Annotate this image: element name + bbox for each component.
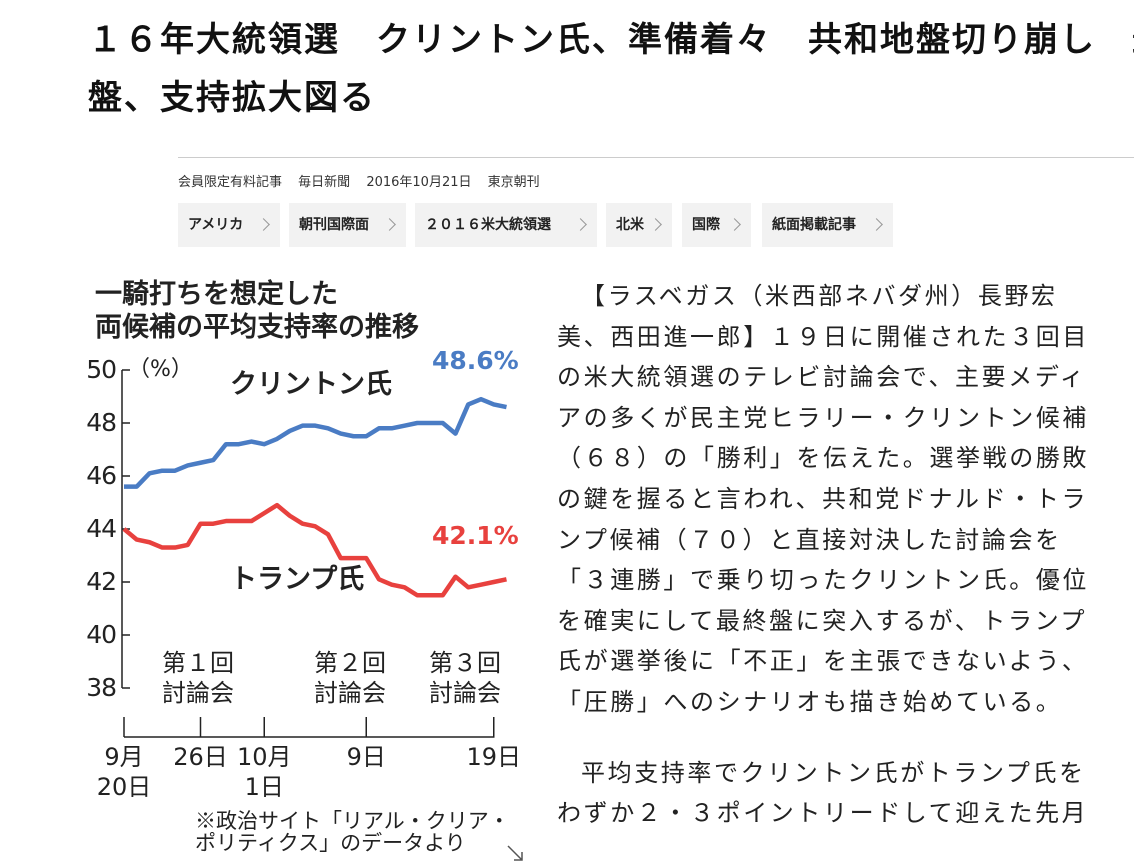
- meta-date: 2016年10月21日: [366, 175, 472, 190]
- x-tick-label: 26日: [173, 743, 228, 771]
- event-label: 第１回 討論会: [162, 649, 234, 707]
- x-tick-label: 19日: [466, 743, 522, 771]
- chevron-icon: [870, 218, 883, 231]
- y-tick-label: 44: [86, 514, 117, 543]
- tag[interactable]: 朝刊国際面: [289, 203, 406, 247]
- y-tick-label: 46: [86, 461, 117, 490]
- headline: １６年大統領選 クリントン氏、準備着々 共和地盤切り崩し 最: [88, 20, 1134, 60]
- paragraph: 平均支持率でクリントン氏がトランプ氏をわずか２・３ポイントリードして迎えた先月: [557, 758, 1089, 828]
- chart-title: 両候補の平均支持率の推移: [95, 312, 419, 343]
- series-line: [124, 396, 507, 489]
- series-name: クリントン氏: [230, 369, 392, 400]
- tag[interactable]: アメリカ: [178, 203, 280, 247]
- headline: 盤、支持拡大図る: [88, 78, 376, 118]
- meta-edition: 東京朝刊: [487, 175, 540, 190]
- value-label: 48.6%: [432, 346, 519, 375]
- event-label: 第２回 討論会: [314, 649, 386, 707]
- series-line: [122, 502, 507, 598]
- value-label: 42.1%: [432, 521, 519, 550]
- chart-note: ※政治サイト「リアル・クリア・ ポリティクス」のデータより: [195, 809, 510, 856]
- arrow-icon: [507, 845, 523, 861]
- tag[interactable]: ２０１６米大統領選: [415, 203, 597, 247]
- chevron-icon: [728, 218, 741, 231]
- y-tick-label: 40: [86, 620, 117, 649]
- article-body: 【ラスベガス（米西部ネバダ州）長野宏美、西田進一郎】１９日に開催された３回目の米…: [557, 276, 1097, 864]
- chart-title: 一騎打ちを想定した: [95, 279, 338, 310]
- series-name: トランプ氏: [230, 564, 365, 595]
- event-label: 第３回 討論会: [429, 649, 501, 707]
- tag[interactable]: 国際: [682, 203, 751, 247]
- y-tick-label: 48: [86, 408, 117, 437]
- y-unit: （%）: [128, 357, 193, 382]
- y-tick-label: 42: [86, 567, 117, 596]
- y-tick-label: 38: [86, 673, 117, 702]
- y-tick-label: 50: [86, 355, 117, 384]
- chevron-icon: [649, 218, 662, 231]
- x-tick-label: 9月 20日: [96, 743, 152, 801]
- divider: [178, 157, 1134, 158]
- paragraph: 【ラスベガス（米西部ネバダ州）長野宏美、西田進一郎】１９日に開催された３回目の米…: [557, 282, 1089, 716]
- tag[interactable]: 紙面掲載記事: [762, 203, 893, 247]
- meta-label: 会員限定有料記事: [178, 175, 283, 190]
- x-tick-label: 10月 1日: [236, 743, 292, 801]
- chart: [121, 369, 523, 861]
- x-tick-label: 9日: [346, 743, 386, 771]
- tag[interactable]: 北米: [606, 203, 672, 247]
- meta: 会員限定有料記事 毎日新聞 2016年10月21日 東京朝刊: [178, 171, 552, 190]
- chevron-icon: [574, 218, 587, 231]
- meta-source: 毎日新聞: [298, 175, 351, 190]
